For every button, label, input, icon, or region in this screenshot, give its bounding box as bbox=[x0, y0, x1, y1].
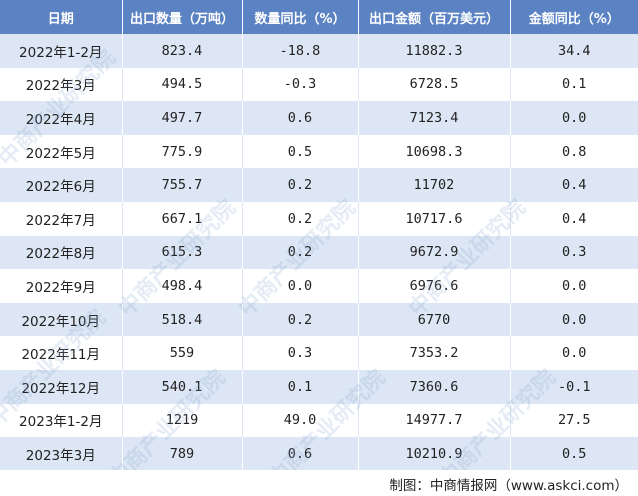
date-cell: 2022年7月 bbox=[0, 201, 123, 236]
value-yoy-cell: 34.4 bbox=[557, 42, 591, 59]
date-cell: 2023年3月 bbox=[0, 437, 123, 471]
export-value-cell: 9672.9 bbox=[358, 235, 511, 270]
table-row: 2022年5月 775.9 0.5 10698.3 0.8 bbox=[0, 134, 638, 169]
header-date: 日期 bbox=[0, 0, 123, 34]
header-row: 日期 出口数量（万吨） 数量同比（%） 出口金额（百万美元） 金额同比（%） bbox=[0, 0, 638, 34]
export-volume-cell: 789 bbox=[122, 437, 243, 471]
table-body: 2022年1-2月 823.4 -18.8 11882.3 34.4 2022年3月 494… bbox=[0, 34, 638, 471]
table-row: 2022年8月 615.3 0.2 9672.9 0.3 bbox=[0, 235, 638, 270]
table-header: 日期 出口数量（万吨） 数量同比（%） 出口金额（百万美元） 金额同比（%） bbox=[0, 0, 638, 34]
export-volume-cell: 775.9 bbox=[122, 134, 243, 169]
export-volume-cell: 540.1 bbox=[122, 369, 243, 404]
export-volume-cell: 667.1 bbox=[122, 201, 243, 236]
value-yoy-cell: 0.4 bbox=[562, 210, 587, 227]
header-volume-yoy: 数量同比（%） bbox=[242, 0, 359, 34]
export-volume-cell: 559 bbox=[122, 336, 243, 370]
source-credit: 制图：中商情报网（www.askci.com） bbox=[389, 478, 628, 494]
volume-yoy-cell: 0.6 bbox=[242, 101, 359, 135]
export-value-cell: 11882.3 bbox=[358, 34, 511, 68]
value-yoy-cell: 0.0 bbox=[562, 345, 587, 362]
export-volume-cell: 1219 bbox=[122, 403, 243, 438]
value-yoy-cell: 0.0 bbox=[562, 311, 587, 328]
value-yoy-cell: 0.4 bbox=[562, 177, 587, 194]
volume-yoy-cell: 49.0 bbox=[242, 403, 359, 438]
date-cell: 2022年9月 bbox=[0, 269, 123, 303]
export-value-cell: 6770 bbox=[358, 302, 511, 337]
header-export-volume: 出口数量（万吨） bbox=[122, 0, 243, 34]
volume-yoy-cell: 0.2 bbox=[242, 201, 359, 236]
value-yoy-cell: -0.1 bbox=[557, 378, 591, 395]
table-row: 2022年10月 518.4 0.2 6770 0.0 bbox=[0, 302, 638, 337]
value-yoy-cell: 0.0 bbox=[562, 277, 587, 294]
table-row: 2022年1-2月 823.4 -18.8 11882.3 34.4 bbox=[0, 34, 638, 68]
export-volume-cell: 615.3 bbox=[122, 235, 243, 270]
date-cell: 2022年12月 bbox=[0, 369, 123, 404]
export-value-cell: 10210.9 bbox=[358, 437, 511, 471]
date-cell: 2022年3月 bbox=[0, 67, 123, 102]
value-yoy-cell: 0.0 bbox=[562, 109, 587, 126]
value-yoy-cell: 27.5 bbox=[557, 412, 591, 429]
date-cell: 2022年4月 bbox=[0, 101, 123, 135]
date-cell: 2022年8月 bbox=[0, 235, 123, 270]
table-row: 2023年3月 789 0.6 10210.9 0.5 bbox=[0, 437, 638, 471]
table-row: 2022年3月 494.5 -0.3 6728.5 0.1 bbox=[0, 67, 638, 102]
export-volume-cell: 755.7 bbox=[122, 168, 243, 202]
table-row: 2022年11月 559 0.3 7353.2 0.0 bbox=[0, 336, 638, 370]
value-yoy-cell: 0.3 bbox=[562, 244, 587, 261]
export-volume-cell: 518.4 bbox=[122, 302, 243, 337]
export-value-cell: 10717.6 bbox=[358, 201, 511, 236]
table-row: 2022年7月 667.1 0.2 10717.6 0.4 bbox=[0, 201, 638, 236]
export-value-cell: 7353.2 bbox=[358, 336, 511, 370]
table-row: 2022年9月 498.4 0.0 6976.6 0.0 bbox=[0, 269, 638, 303]
volume-yoy-cell: 0.3 bbox=[242, 336, 359, 370]
volume-yoy-cell: 0.1 bbox=[242, 369, 359, 404]
export-value-cell: 7360.6 bbox=[358, 369, 511, 404]
volume-yoy-cell: 0.5 bbox=[242, 134, 359, 169]
export-value-cell: 7123.4 bbox=[358, 101, 511, 135]
volume-yoy-cell: -18.8 bbox=[242, 34, 359, 68]
table-row: 2022年6月 755.7 0.2 11702 0.4 bbox=[0, 168, 638, 202]
value-yoy-cell: 0.8 bbox=[562, 143, 587, 160]
value-yoy-cell: 0.5 bbox=[562, 445, 587, 462]
header-export-value: 出口金额（百万美元） bbox=[358, 0, 511, 34]
value-yoy-cell: 0.1 bbox=[562, 76, 587, 93]
table-row: 2023年1-2月 1219 49.0 14977.7 27.5 bbox=[0, 403, 638, 438]
export-volume-cell: 498.4 bbox=[122, 269, 243, 303]
date-cell: 2023年1-2月 bbox=[0, 403, 123, 438]
export-value-cell: 6728.5 bbox=[358, 67, 511, 102]
date-cell: 2022年6月 bbox=[0, 168, 123, 202]
volume-yoy-cell: 0.6 bbox=[242, 437, 359, 471]
export-value-cell: 14977.7 bbox=[358, 403, 511, 438]
header-value-yoy: 金额同比（%） bbox=[528, 11, 620, 27]
export-volume-cell: 823.4 bbox=[122, 34, 243, 68]
date-cell: 2022年5月 bbox=[0, 134, 123, 169]
volume-yoy-cell: 0.0 bbox=[242, 269, 359, 303]
export-value-cell: 10698.3 bbox=[358, 134, 511, 169]
table-row: 2022年4月 497.7 0.6 7123.4 0.0 bbox=[0, 101, 638, 135]
date-cell: 2022年11月 bbox=[0, 336, 123, 370]
source-footer: 制图：中商情报网（www.askci.com） bbox=[0, 470, 638, 496]
volume-yoy-cell: -0.3 bbox=[242, 67, 359, 102]
volume-yoy-cell: 0.2 bbox=[242, 302, 359, 337]
volume-yoy-cell: 0.2 bbox=[242, 168, 359, 202]
export-volume-cell: 494.5 bbox=[122, 67, 243, 102]
export-data-table: 日期 出口数量（万吨） 数量同比（%） 出口金额（百万美元） 金额同比（%） 2… bbox=[0, 0, 638, 471]
table-row: 2022年12月 540.1 0.1 7360.6 -0.1 bbox=[0, 369, 638, 404]
export-volume-cell: 497.7 bbox=[122, 101, 243, 135]
export-value-cell: 6976.6 bbox=[358, 269, 511, 303]
volume-yoy-cell: 0.2 bbox=[242, 235, 359, 270]
export-value-cell: 11702 bbox=[358, 168, 511, 202]
date-cell: 2022年10月 bbox=[0, 302, 123, 337]
date-cell: 2022年1-2月 bbox=[0, 34, 123, 68]
